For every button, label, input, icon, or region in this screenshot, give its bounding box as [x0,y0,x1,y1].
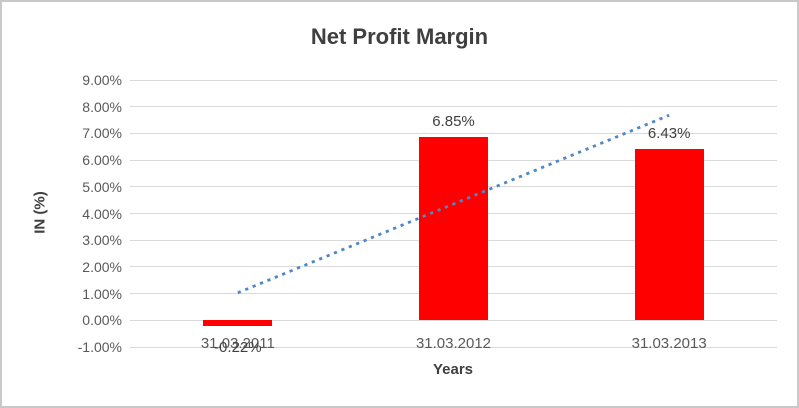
bar-31.03.2013[interactable] [634,148,704,321]
bar-31.03.2011[interactable] [203,320,273,327]
y-axis-tick-label: 9.00% [82,72,122,88]
trendline[interactable] [237,113,670,295]
bar-data-label: 6.85% [432,113,475,131]
x-axis-title: Years [432,361,474,378]
bar-data-label: 6.43% [647,124,691,142]
y-axis-tick-label: 8.00% [82,98,122,115]
x-axis-category-label: 31.03.2013 [631,335,707,352]
y-axis-tick-label: 0.00% [82,312,122,329]
gridline [130,346,777,348]
x-axis-category-label: 31.03.2012 [415,335,492,352]
y-axis-tick-label: 1.00% [82,285,122,302]
y-axis-tick-label: 6.00% [82,152,122,169]
y-axis-tick-label: 5.00% [82,178,122,195]
gridline [130,319,777,321]
y-axis-tick-label: 4.00% [82,205,122,222]
bar-31.03.2012[interactable] [419,137,488,321]
x-axis-category-label: 31.03.2011 [200,335,275,352]
y-axis-tick-label: 3.00% [82,232,122,249]
y-axis-tick-label: 2.00% [82,258,122,275]
bar-data-label: -0.22% [214,339,262,357]
gridline [130,79,777,81]
gridline [130,132,777,134]
chart-title: Net Profit Margin [310,24,489,49]
y-axis-tick-label: 7.00% [82,125,122,142]
y-axis-tick-label: -1.00% [77,339,122,355]
gridline [130,106,777,108]
